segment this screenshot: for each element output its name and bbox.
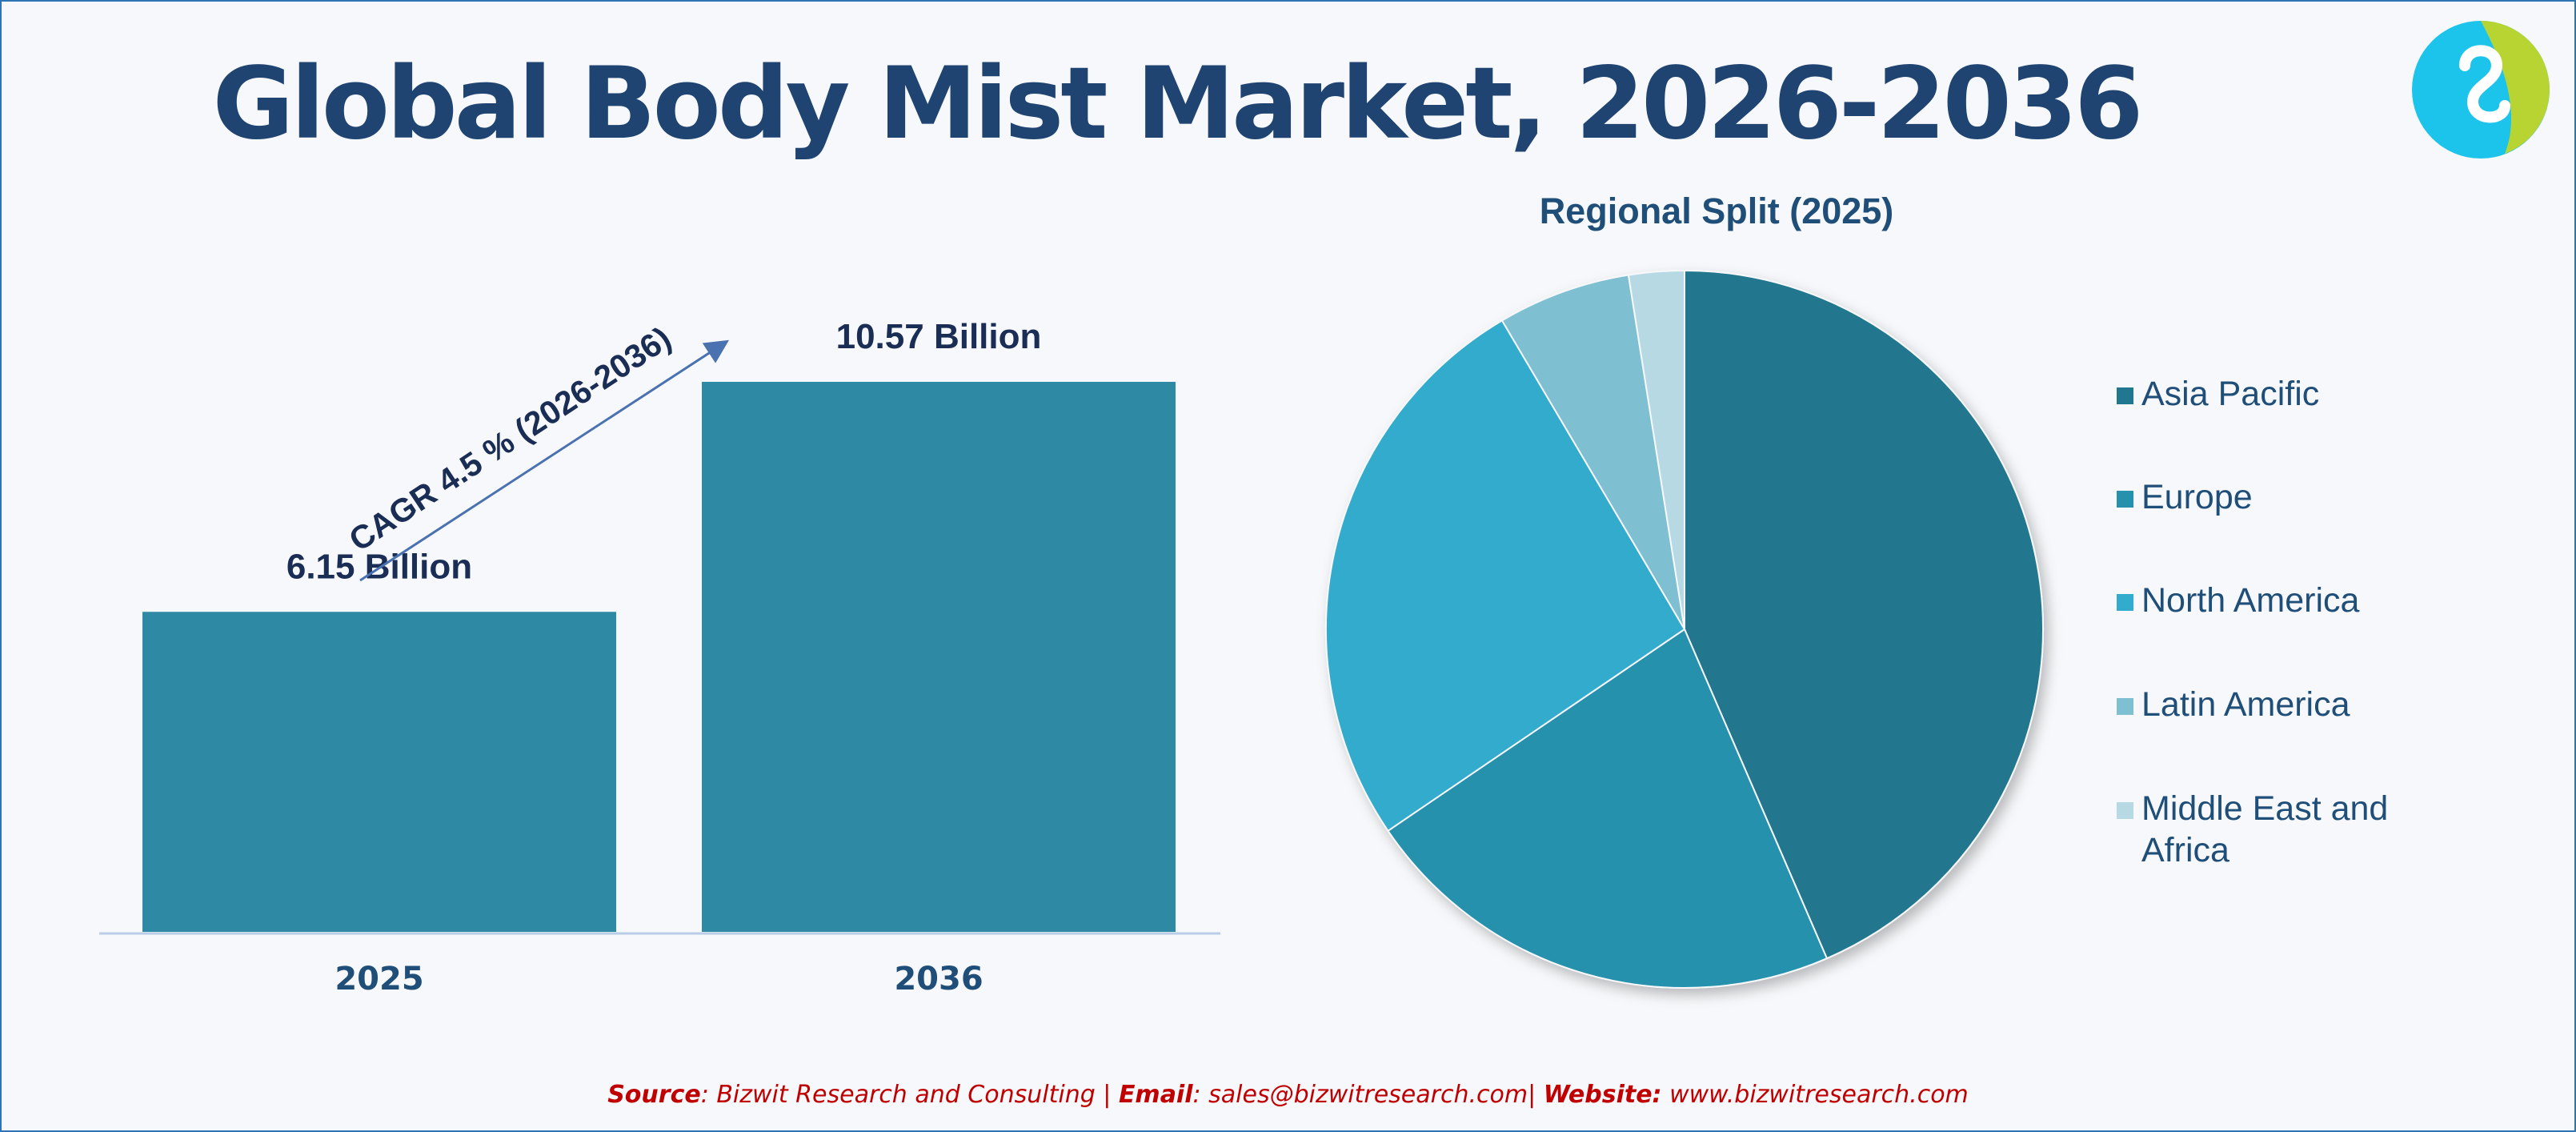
legend-swatch [2117,594,2133,611]
legend-item: Europe [2117,476,2478,518]
bar-2036 [702,381,1176,932]
legend-label: Europe [2141,478,2253,516]
footer-website-label: Website: [1543,1081,1662,1109]
legend-label: Middle East and Africa [2141,789,2389,869]
legend-swatch [2117,387,2133,404]
cagr-arrow [359,339,730,582]
legend-label: Asia Pacific [2141,375,2320,413]
footer-website-text: www.bizwitresearch.com [1661,1081,1969,1109]
pie-group [1325,269,2044,989]
source-footer: Source: Bizwit Research and Consulting |… [0,1081,2576,1109]
footer-email-label: Email [1118,1081,1193,1109]
legend-label: Latin America [2141,685,2350,724]
legend-swatch [2117,698,2133,715]
cagr-label: CAGR 4.5 % (2026-2036) [343,319,678,559]
chart-title: Global Body Mist Market, 2026-2036 [212,46,2144,162]
footer-email-text: : sales@bizwitresearch.com| [1192,1081,1544,1109]
legend-item: Middle East and Africa [2117,788,2478,871]
footer-source-text: : Bizwit Research and Consulting | [700,1081,1119,1109]
pie-slice-middle-east-and-africa [1627,269,1685,630]
pie-slice-europe [1387,628,1829,989]
pie-slice-asia-pacific [1684,269,2044,960]
legend-item: Asia Pacific [2117,373,2478,415]
footer-source-label: Source [607,1081,701,1109]
legend-item: Latin America [2117,684,2478,725]
legend-swatch [2117,491,2133,508]
bizwit-logo-icon [2412,21,2550,159]
pie-slice-north-america [1325,319,1686,833]
pie-slice-latin-america [1500,274,1685,630]
x-tick-label: 2025 [335,961,423,998]
pie-title: Regional Split (2025) [1539,191,1894,231]
legend-label: North America [2141,581,2360,620]
bar-2025 [142,612,616,932]
legend-swatch [2117,802,2133,819]
bar-data-label: 10.57 Billion [836,317,1042,356]
x-tick-label: 2036 [894,961,983,998]
legend-item: North America [2117,580,2478,621]
